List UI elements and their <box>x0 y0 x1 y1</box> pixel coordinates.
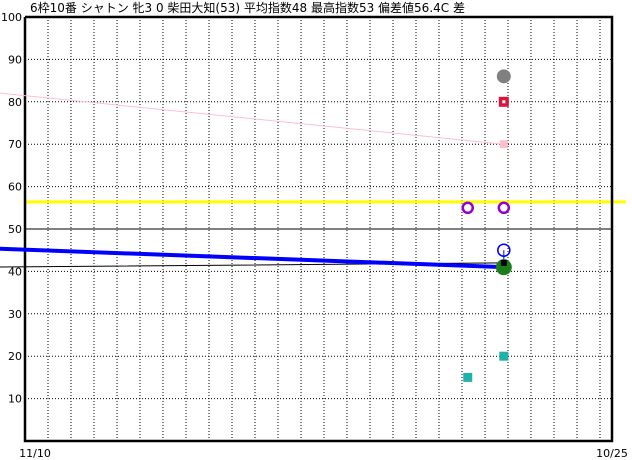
y-tick-label: 30 <box>8 308 22 321</box>
y-tick-label: 10 <box>8 393 22 406</box>
x-tick-label: 11/10 <box>19 447 51 460</box>
index-point <box>495 259 512 276</box>
y-tick-label: 50 <box>8 223 22 236</box>
open-circle-point <box>497 243 511 257</box>
pink-series-line <box>0 92 504 145</box>
pink-series-point <box>499 140 508 149</box>
x-tick-label: 10/25 <box>596 447 628 460</box>
y-tick-label: 90 <box>8 53 22 66</box>
y-tick-label: 40 <box>8 265 22 278</box>
y-tick-label: 60 <box>8 181 22 194</box>
teal-square-point <box>463 372 473 382</box>
y-tick-label: 70 <box>8 138 22 151</box>
purple-circle-point <box>497 201 511 215</box>
teal-square-point <box>499 351 509 361</box>
red-square-center <box>502 100 506 104</box>
gray-point <box>496 69 511 84</box>
y-tick-label: 100 <box>1 11 22 24</box>
purple-circle-point <box>461 201 474 215</box>
chart-title: 6枠10番 シャトン 牝3 0 柴田大知(53) 平均指数48 最高指数53 偏… <box>30 1 465 15</box>
index-series-line <box>0 246 504 270</box>
y-tick-label: 20 <box>8 350 22 363</box>
y-tick-label: 80 <box>8 96 22 109</box>
plot-frame <box>23 15 614 443</box>
black-series-point <box>500 259 507 266</box>
